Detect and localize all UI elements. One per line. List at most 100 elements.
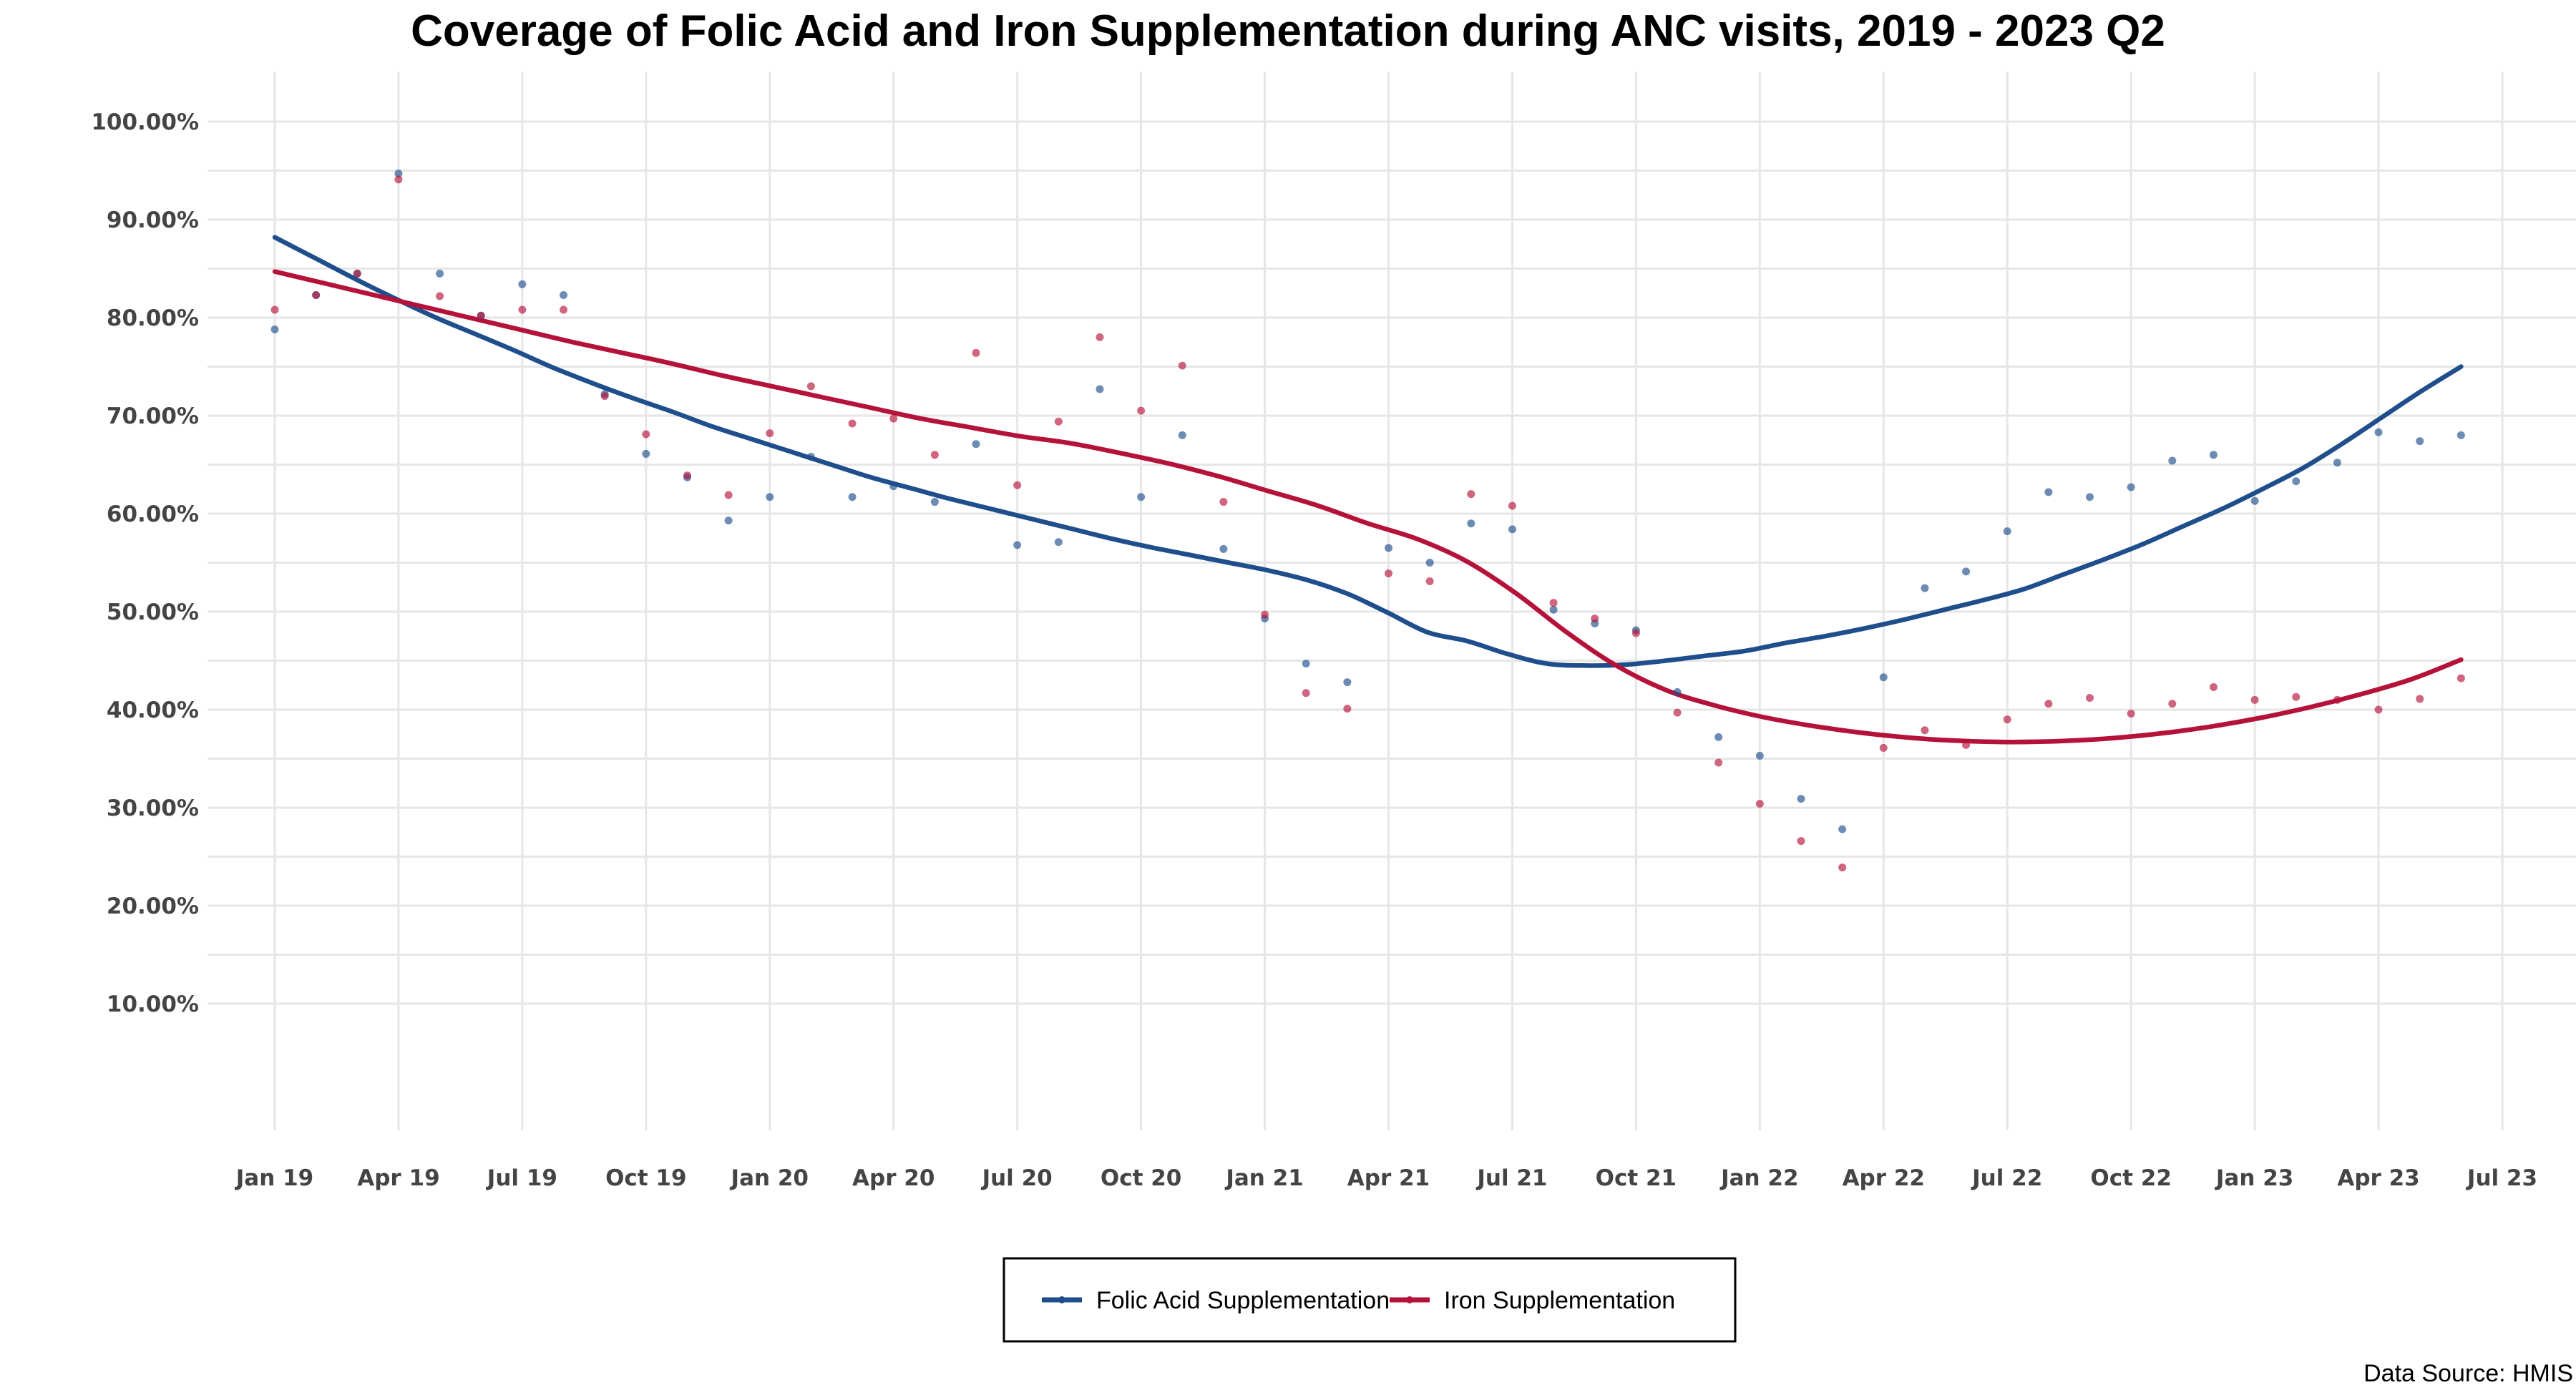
data-point-folic-acid	[1921, 584, 1929, 592]
data-point-iron	[1549, 599, 1558, 607]
y-tick-label: 60.00%	[107, 501, 199, 527]
data-point-iron	[1219, 498, 1228, 506]
legend-dot-iron	[1406, 1296, 1413, 1303]
x-tick-label: Jan 19	[235, 1165, 313, 1191]
data-point-folic-acid	[642, 449, 650, 458]
data-points	[270, 170, 2465, 872]
data-point-iron	[436, 292, 444, 300]
x-axis-ticks: Jan 19 Apr 19 Jul 19 Oct 19 Jan 20 Apr 20 Jul …	[235, 1165, 2537, 1191]
data-point-iron	[2457, 674, 2465, 682]
data-point-folic-acid	[2127, 483, 2135, 491]
data-point-folic-acid	[394, 170, 403, 178]
data-source-note: Data Source: HMIS	[2363, 1360, 2573, 1387]
data-point-folic-acid	[270, 325, 279, 333]
data-point-folic-acid	[436, 269, 444, 278]
data-point-folic-acid	[1879, 673, 1888, 682]
x-tick-label: Apr 23	[2337, 1165, 2419, 1191]
data-point-folic-acid	[2333, 459, 2341, 467]
legend-dot-folic-acid	[1058, 1296, 1065, 1303]
data-point-iron	[1921, 726, 1929, 735]
data-point-iron	[1137, 406, 1146, 415]
x-tick-label: Apr 20	[852, 1165, 935, 1191]
data-point-iron	[2416, 695, 2424, 703]
data-point-iron	[477, 311, 485, 320]
x-tick-label: Jul 21	[1475, 1165, 1547, 1191]
data-point-iron	[1385, 569, 1392, 578]
trend-line-iron	[272, 269, 2464, 745]
data-point-iron	[1879, 743, 1888, 752]
data-point-iron	[353, 269, 361, 278]
data-point-folic-acid	[724, 517, 733, 525]
data-point-iron	[1508, 501, 1516, 510]
data-point-iron	[1013, 481, 1022, 489]
x-tick-label: Jul 23	[2466, 1165, 2537, 1191]
legend-box	[1002, 1257, 1737, 1343]
data-point-folic-acid	[1385, 544, 1392, 552]
data-point-folic-acid	[766, 493, 774, 501]
data-point-folic-acid	[1673, 687, 1682, 696]
data-point-iron	[1178, 361, 1186, 370]
data-point-folic-acid	[2374, 428, 2383, 436]
data-point-iron	[1673, 708, 1682, 717]
data-point-iron	[1838, 863, 1847, 872]
data-point-iron	[1096, 333, 1104, 341]
data-point-folic-acid	[1425, 559, 1434, 567]
data-point-iron	[270, 305, 279, 314]
data-point-iron	[2168, 700, 2177, 708]
data-point-iron	[2374, 705, 2383, 714]
data-point-folic-acid	[1962, 567, 1971, 576]
data-point-folic-acid	[2209, 451, 2218, 459]
data-point-folic-acid	[889, 482, 898, 491]
data-point-folic-acid	[2292, 477, 2301, 486]
trend-lines	[272, 235, 2464, 745]
data-point-folic-acid	[848, 493, 857, 501]
x-tick-label: Oct 22	[2090, 1165, 2171, 1191]
y-tick-label: 100.00%	[91, 109, 199, 135]
data-point-iron	[1054, 417, 1063, 426]
data-point-folic-acid	[1302, 660, 1310, 668]
data-point-iron	[889, 414, 898, 423]
x-tick-label: Apr 22	[1843, 1165, 1925, 1191]
x-tick-label: Oct 19	[605, 1165, 686, 1191]
data-point-iron	[1261, 610, 1269, 619]
x-tick-label: Jan 21	[1224, 1165, 1303, 1191]
x-tick-label: Apr 19	[357, 1165, 439, 1191]
data-point-folic-acid	[2416, 437, 2424, 446]
trend-line-folic-acid	[272, 235, 2464, 668]
data-point-iron	[683, 471, 691, 480]
data-point-folic-acid	[518, 280, 527, 288]
x-tick-label: Jul 19	[486, 1165, 557, 1191]
y-tick-label: 30.00%	[107, 796, 199, 821]
data-point-iron	[1962, 740, 1971, 749]
grid	[208, 72, 2576, 1130]
data-point-iron	[806, 382, 815, 391]
legend: Folic Acid Supplementation Iron Suppleme…	[1002, 1257, 1737, 1343]
data-point-iron	[394, 175, 403, 184]
x-tick-label: Apr 21	[1347, 1165, 1430, 1191]
data-point-iron	[560, 305, 568, 314]
data-point-iron	[766, 429, 774, 438]
legend-label-iron: Iron Supplementation	[1444, 1287, 1675, 1314]
data-point-folic-acid	[1714, 733, 1723, 741]
data-point-folic-acid	[1838, 825, 1847, 833]
data-point-iron	[1631, 629, 1640, 637]
data-point-iron	[2044, 700, 2053, 708]
data-point-folic-acid	[560, 290, 568, 299]
data-point-iron	[1343, 705, 1352, 713]
x-tick-label: Jul 20	[981, 1165, 1053, 1191]
data-point-iron	[1755, 800, 1764, 808]
y-tick-label: 90.00%	[107, 207, 199, 233]
data-point-folic-acid	[1508, 525, 1516, 534]
data-point-iron	[724, 491, 733, 499]
data-point-iron	[2127, 709, 2135, 718]
chart-title: Coverage of Folic Acid and Iron Suppleme…	[411, 6, 2165, 56]
data-point-iron	[2086, 694, 2094, 703]
data-point-iron	[2003, 715, 2011, 724]
data-point-iron	[2209, 682, 2218, 691]
data-point-iron	[1425, 577, 1434, 586]
data-point-iron	[518, 305, 527, 314]
data-point-folic-acid	[1343, 678, 1352, 687]
data-point-iron	[2333, 695, 2341, 704]
data-point-folic-acid	[2457, 431, 2465, 439]
